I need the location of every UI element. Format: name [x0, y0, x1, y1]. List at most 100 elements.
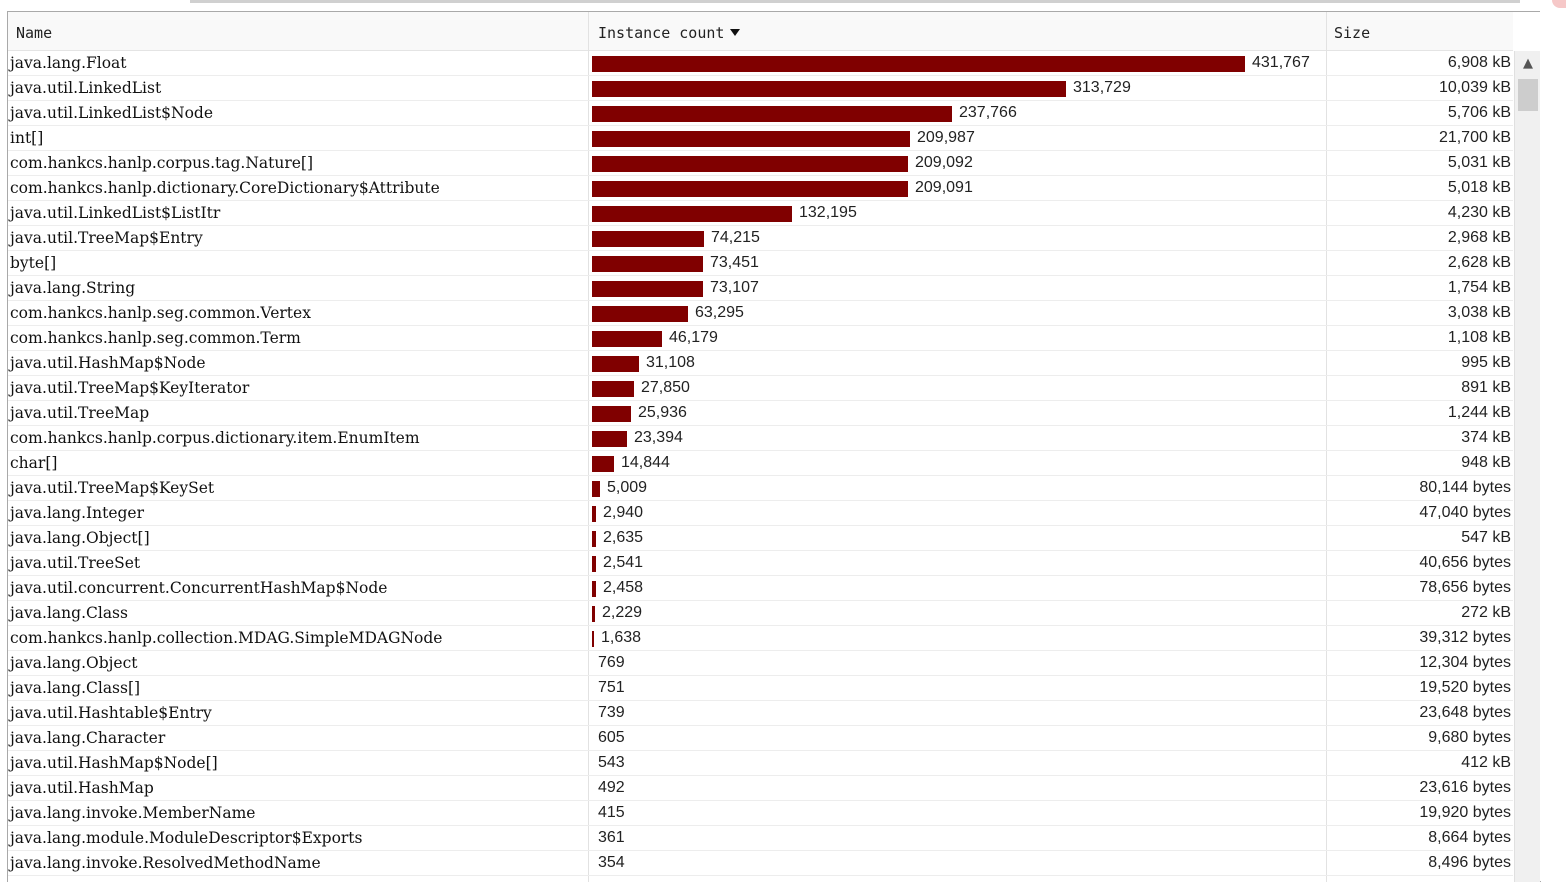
table-row[interactable]: int[] 209,987 21,700 kB	[8, 126, 1513, 151]
size-value: 948 kB	[1461, 454, 1511, 471]
instance-count-value: 73,451	[710, 254, 759, 271]
table-row[interactable]: java.util.TreeMap$KeyIterator 27,850 891 k…	[8, 376, 1513, 401]
window-corner-accent	[1552, 0, 1566, 8]
instance-count-value: 492	[598, 779, 625, 796]
class-name-cell: java.util.TreeMap$Entry	[10, 229, 203, 247]
column-header-name[interactable]: Name	[16, 24, 53, 42]
instance-count-bar	[592, 381, 634, 397]
table-row[interactable]: com.hankcs.hanlp.corpus.tag.Nature[] 209,…	[8, 151, 1513, 176]
size-value: 1,108 kB	[1447, 329, 1511, 346]
instance-count-value: 605	[598, 729, 625, 746]
instance-count-value: 73,107	[710, 279, 759, 296]
instance-count-bar	[592, 356, 639, 372]
class-name-cell: java.lang.Float	[10, 54, 127, 72]
column-header-instance-count-label: Instance count	[598, 24, 725, 42]
class-name-cell: byte[]	[10, 254, 57, 272]
class-name-cell: java.lang.Object[]	[10, 529, 150, 547]
vertical-scrollbar[interactable]: ▲	[1514, 51, 1540, 882]
instance-count-bar	[592, 306, 688, 322]
size-value: 40,656 bytes	[1419, 554, 1511, 571]
size-value: 3,038 kB	[1447, 304, 1511, 321]
table-row[interactable]: java.lang.Class[] 751 19,520 bytes	[8, 676, 1513, 701]
table-row[interactable]: java.lang.Object 769 12,304 bytes	[8, 651, 1513, 676]
column-header-size[interactable]: Size	[1334, 24, 1371, 42]
table-row[interactable]: java.util.TreeMap$KeySet 5,009 80,144 byte…	[8, 476, 1513, 501]
table-row[interactable]: java.lang.Float 431,767 6,908 kB	[8, 51, 1513, 76]
size-value: 995 kB	[1461, 354, 1511, 371]
instance-count-value: 237,766	[959, 104, 1017, 121]
instance-count-value: 23,394	[634, 429, 683, 446]
instance-count-value: 415	[598, 804, 625, 821]
size-value: 5,706 kB	[1447, 104, 1511, 121]
table-row[interactable]: java.util.Hashtable$Entry 739 23,648 bytes	[8, 701, 1513, 726]
table-row[interactable]: com.hankcs.hanlp.collection.MDAG.SimpleM…	[8, 626, 1513, 651]
instance-count-bar	[592, 156, 908, 172]
instance-count-value: 313,729	[1073, 79, 1131, 96]
size-value: 8,664 bytes	[1428, 829, 1511, 846]
instance-count-value: 46,179	[669, 329, 718, 346]
table-row[interactable]: java.lang.invoke.MemberName 415 19,920 byt…	[8, 801, 1513, 826]
table-row[interactable]: java.util.LinkedList 313,729 10,039 kB	[8, 76, 1513, 101]
table-row[interactable]: com.hankcs.hanlp.dictionary.CoreDictiona…	[8, 176, 1513, 201]
table-row[interactable]: java.util.TreeSet 2,541 40,656 bytes	[8, 551, 1513, 576]
size-value: 272 kB	[1461, 604, 1511, 621]
size-value: 23,616 bytes	[1419, 779, 1511, 796]
class-name-cell: java.util.TreeSet	[10, 554, 141, 572]
table-body: java.lang.Float 431,767 6,908 kB java.util.…	[8, 51, 1513, 876]
table-row[interactable]: java.util.LinkedList$Node 237,766 5,706 kB	[8, 101, 1513, 126]
instance-count-value: 2,541	[603, 554, 644, 571]
class-name-cell: java.lang.invoke.MemberName	[10, 804, 256, 822]
instance-count-bar	[592, 206, 792, 222]
instance-count-value: 63,295	[695, 304, 744, 321]
instance-count-bar	[592, 506, 596, 522]
size-value: 5,018 kB	[1447, 179, 1511, 196]
scroll-up-arrow-icon[interactable]: ▲	[1523, 56, 1533, 71]
class-name-cell: com.hankcs.hanlp.seg.common.Term	[10, 329, 301, 347]
table-row[interactable]: java.util.TreeMap 25,936 1,244 kB	[8, 401, 1513, 426]
table-row[interactable]: java.util.HashMap$Node 31,108 995 kB	[8, 351, 1513, 376]
table-row[interactable]: java.util.concurrent.ConcurrentHashMap$N…	[8, 576, 1513, 601]
column-divider[interactable]	[588, 12, 589, 882]
scrollbar-thumb[interactable]	[1518, 79, 1538, 111]
table-row[interactable]: byte[] 73,451 2,628 kB	[8, 251, 1513, 276]
column-divider[interactable]	[1326, 12, 1327, 882]
table-row[interactable]: java.util.LinkedList$ListItr 132,195 4,230…	[8, 201, 1513, 226]
table-row[interactable]: java.lang.Character 605 9,680 bytes	[8, 726, 1513, 751]
table-row[interactable]: java.lang.invoke.ResolvedMethodName 354 8,…	[8, 851, 1513, 876]
class-name-cell: int[]	[10, 129, 44, 147]
size-value: 412 kB	[1461, 754, 1511, 771]
instance-count-value: 2,635	[603, 529, 644, 546]
table-row[interactable]: java.lang.Object[] 2,635 547 kB	[8, 526, 1513, 551]
class-name-cell: java.util.LinkedList$Node	[10, 104, 214, 122]
class-name-cell: java.lang.Character	[10, 729, 166, 747]
table-row[interactable]: java.util.HashMap$Node[] 543 412 kB	[8, 751, 1513, 776]
class-name-cell: java.lang.String	[10, 279, 136, 297]
class-name-cell: com.hankcs.hanlp.corpus.dictionary.item.…	[10, 429, 420, 447]
instance-count-bar	[592, 456, 614, 472]
class-name-cell: com.hankcs.hanlp.collection.MDAG.SimpleM…	[10, 629, 443, 647]
table-row[interactable]: com.hankcs.hanlp.corpus.dictionary.item.…	[8, 426, 1513, 451]
table-row[interactable]: com.hankcs.hanlp.seg.common.Vertex 63,295…	[8, 301, 1513, 326]
instance-count-bar	[592, 331, 662, 347]
instance-count-value: 739	[598, 704, 625, 721]
table-row[interactable]: java.lang.String 73,107 1,754 kB	[8, 276, 1513, 301]
table-row[interactable]: char[] 14,844 948 kB	[8, 451, 1513, 476]
table-row[interactable]: java.lang.Integer 2,940 47,040 bytes	[8, 501, 1513, 526]
size-value: 1,244 kB	[1447, 404, 1511, 421]
column-header-instance-count[interactable]: Instance count	[598, 12, 741, 50]
instance-count-value: 209,092	[915, 154, 973, 171]
class-name-cell: com.hankcs.hanlp.seg.common.Vertex	[10, 304, 311, 322]
instance-count-value: 2,229	[602, 604, 643, 621]
table-row[interactable]: java.util.TreeMap$Entry 74,215 2,968 kB	[8, 226, 1513, 251]
size-value: 21,700 kB	[1438, 129, 1511, 146]
size-value: 1,754 kB	[1447, 279, 1511, 296]
table-row[interactable]: com.hankcs.hanlp.seg.common.Term 46,179 1,…	[8, 326, 1513, 351]
table-row[interactable]: java.lang.Class 2,229 272 kB	[8, 601, 1513, 626]
table-row[interactable]: java.util.HashMap 492 23,616 bytes	[8, 776, 1513, 801]
table-row[interactable]: java.lang.module.ModuleDescriptor$Export…	[8, 826, 1513, 851]
class-name-cell: java.util.TreeMap$KeySet	[10, 479, 215, 497]
instance-count-bar	[592, 606, 595, 622]
size-value: 374 kB	[1461, 429, 1511, 446]
class-name-cell: java.lang.Integer	[10, 504, 145, 522]
instance-count-bar	[592, 531, 596, 547]
